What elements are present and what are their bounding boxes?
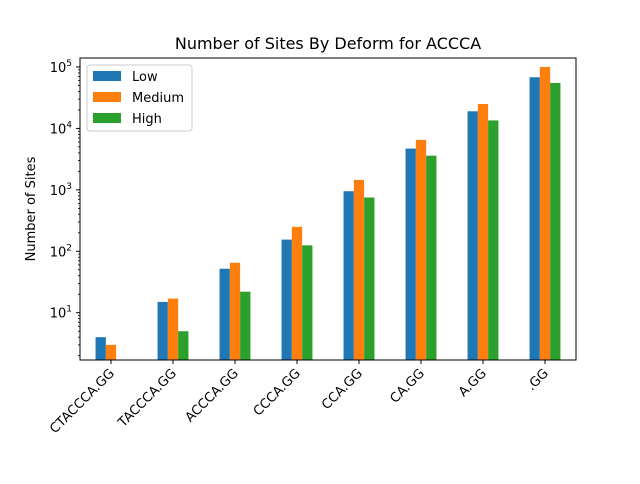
chart-title: Number of Sites By Deform for ACCCA xyxy=(175,34,481,53)
y-tick-label: 105 xyxy=(50,59,72,76)
bar-high-1 xyxy=(178,331,189,360)
bar-high-5 xyxy=(426,155,437,360)
legend-label-high: High xyxy=(132,112,162,127)
x-tick-label: A.GG xyxy=(456,366,490,400)
bar-low-7 xyxy=(529,77,540,361)
x-tick-label: ACCCA.GG xyxy=(183,366,242,425)
bar-medium-2 xyxy=(229,262,241,360)
bar-low-3 xyxy=(281,239,292,360)
plot-frame xyxy=(79,57,577,361)
bars-group xyxy=(95,66,561,361)
bar-medium-0 xyxy=(105,344,117,360)
x-tick-label: CCA.GG xyxy=(319,366,366,413)
x-tick-label: .GG xyxy=(524,366,552,394)
bar-high-2 xyxy=(240,291,251,360)
bar-medium-4 xyxy=(353,179,365,360)
y-tick-label: 104 xyxy=(50,120,73,137)
x-tick-label: TACCCA.GG xyxy=(115,366,180,431)
y-axis: 101 102 103 104 105 xyxy=(50,59,80,357)
y-tick-label: 103 xyxy=(50,182,72,199)
bar-medium-1 xyxy=(167,298,179,360)
bar-high-6 xyxy=(488,120,499,360)
y-tick-label: 102 xyxy=(50,243,72,260)
bar-low-4 xyxy=(343,191,354,360)
legend-swatch-medium xyxy=(93,92,121,102)
bar-high-3 xyxy=(302,245,313,360)
bar-medium-6 xyxy=(477,103,489,360)
x-tick-label: CTACCCA.GG xyxy=(47,366,118,437)
legend-swatch-high xyxy=(93,113,121,123)
bar-low-5 xyxy=(405,148,416,360)
bar-medium-5 xyxy=(415,139,427,360)
y-axis-label: Number of Sites xyxy=(24,156,39,261)
x-tick-label: CA.GG xyxy=(388,366,428,406)
bar-medium-3 xyxy=(291,226,303,360)
bar-low-2 xyxy=(219,268,230,360)
legend-label-medium: Medium xyxy=(132,91,184,106)
bar-low-6 xyxy=(467,111,478,360)
bar-high-7 xyxy=(550,82,561,361)
bar-low-0 xyxy=(95,337,106,360)
bar-high-4 xyxy=(364,197,375,360)
x-tick-label: CCCA.GG xyxy=(251,366,304,419)
legend-label-low: Low xyxy=(132,70,158,85)
legend-swatch-low xyxy=(93,71,121,81)
bar-medium-7 xyxy=(539,66,551,360)
y-tick-label: 101 xyxy=(50,305,72,322)
bar-low-1 xyxy=(157,301,168,360)
legend: Low Medium High xyxy=(86,64,193,132)
